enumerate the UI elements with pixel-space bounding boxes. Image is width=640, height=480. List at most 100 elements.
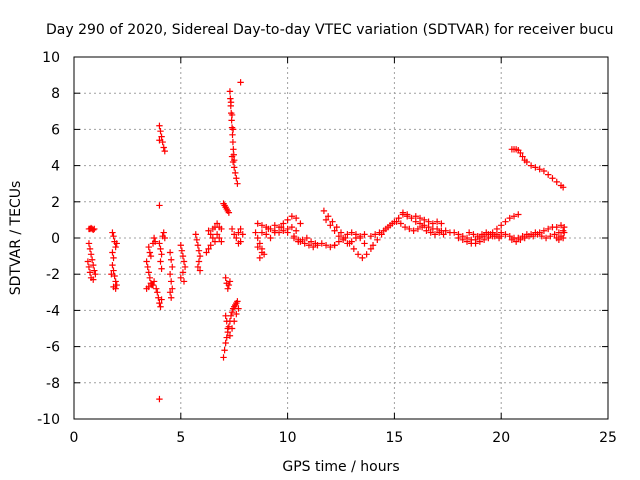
- data-point: [112, 278, 119, 285]
- data-point: [474, 232, 481, 240]
- data-point: [559, 184, 567, 191]
- data-point: [237, 79, 244, 86]
- data-point: [194, 263, 202, 271]
- data-point: [327, 243, 334, 251]
- data-point: [544, 225, 552, 233]
- data-point: [193, 236, 201, 244]
- data-point: [553, 223, 560, 231]
- data-point: [221, 347, 228, 354]
- data-point: [267, 234, 274, 242]
- data-point: [228, 325, 236, 332]
- data-point: [158, 265, 165, 272]
- data-point: [180, 278, 188, 285]
- data-point: [295, 238, 302, 245]
- data-point: [280, 220, 287, 227]
- data-point: [222, 339, 229, 347]
- data-point: [404, 211, 411, 218]
- data-point: [232, 169, 239, 177]
- x-tick-label: 0: [70, 430, 79, 446]
- data-point: [228, 117, 235, 124]
- data-point: [538, 232, 545, 240]
- data-point: [88, 256, 96, 263]
- data-point: [111, 272, 118, 280]
- data-point: [551, 231, 558, 238]
- data-point: [335, 238, 343, 245]
- data-point: [230, 146, 237, 153]
- data-point: [339, 234, 347, 242]
- data-point: [179, 269, 187, 276]
- x-tick-label: 10: [279, 430, 297, 446]
- data-point: [284, 229, 291, 236]
- data-point: [146, 274, 154, 282]
- data-point: [433, 225, 441, 233]
- data-point: [167, 256, 175, 263]
- data-point: [145, 269, 152, 276]
- data-point: [192, 231, 199, 238]
- y-tick-label: 4: [51, 159, 60, 175]
- data-point: [213, 231, 221, 238]
- data-point: [150, 278, 158, 285]
- data-point: [156, 299, 163, 307]
- data-point: [234, 180, 241, 187]
- data-point: [555, 236, 563, 244]
- data-point: [431, 231, 439, 238]
- x-tick-label: 15: [385, 430, 403, 446]
- data-point: [112, 285, 119, 292]
- data-point: [233, 310, 240, 318]
- data-point: [224, 285, 231, 292]
- data-point: [318, 240, 325, 247]
- data-point: [92, 271, 99, 278]
- data-point: [263, 231, 270, 238]
- data-point: [483, 229, 490, 236]
- data-point: [536, 166, 543, 173]
- data-point: [157, 258, 164, 265]
- data-point: [181, 263, 189, 271]
- data-point: [161, 147, 168, 155]
- data-point: [225, 209, 233, 216]
- data-point: [169, 263, 176, 271]
- data-point: [451, 229, 458, 236]
- data-point: [363, 251, 370, 258]
- data-point: [508, 236, 516, 244]
- y-tick-label: 2: [51, 195, 60, 211]
- data-point: [557, 222, 565, 229]
- data-point: [517, 149, 524, 157]
- data-point: [301, 240, 308, 247]
- data-point: [280, 227, 287, 234]
- data-point: [157, 128, 164, 135]
- data-point: [523, 158, 531, 166]
- data-point: [540, 227, 548, 234]
- data-point: [149, 281, 157, 289]
- data-point: [418, 223, 426, 231]
- data-point: [265, 225, 272, 233]
- data-point: [320, 207, 328, 215]
- data-point: [348, 238, 355, 245]
- data-point: [109, 249, 116, 256]
- data-point: [534, 231, 541, 238]
- data-point: [229, 138, 237, 146]
- data-point: [160, 144, 167, 151]
- data-point: [384, 223, 392, 231]
- data-point: [85, 263, 93, 271]
- data-point: [425, 223, 432, 231]
- data-point: [237, 238, 244, 245]
- data-point: [85, 240, 93, 247]
- data-point: [324, 213, 332, 220]
- data-point: [228, 225, 236, 233]
- data-point: [87, 251, 95, 258]
- data-point: [303, 234, 311, 242]
- data-point: [145, 243, 152, 251]
- data-point: [297, 220, 304, 227]
- data-point: [455, 234, 462, 242]
- data-point: [252, 229, 259, 236]
- data-point: [310, 243, 317, 251]
- data-point: [361, 240, 368, 247]
- data-point: [150, 234, 158, 242]
- data-point: [491, 232, 498, 240]
- grid: [74, 57, 608, 419]
- data-point: [209, 234, 217, 242]
- data-point: [158, 296, 165, 303]
- data-point: [425, 218, 432, 225]
- x-axis-title: GPS time / hours: [282, 459, 399, 475]
- y-tick-label: 8: [51, 86, 60, 102]
